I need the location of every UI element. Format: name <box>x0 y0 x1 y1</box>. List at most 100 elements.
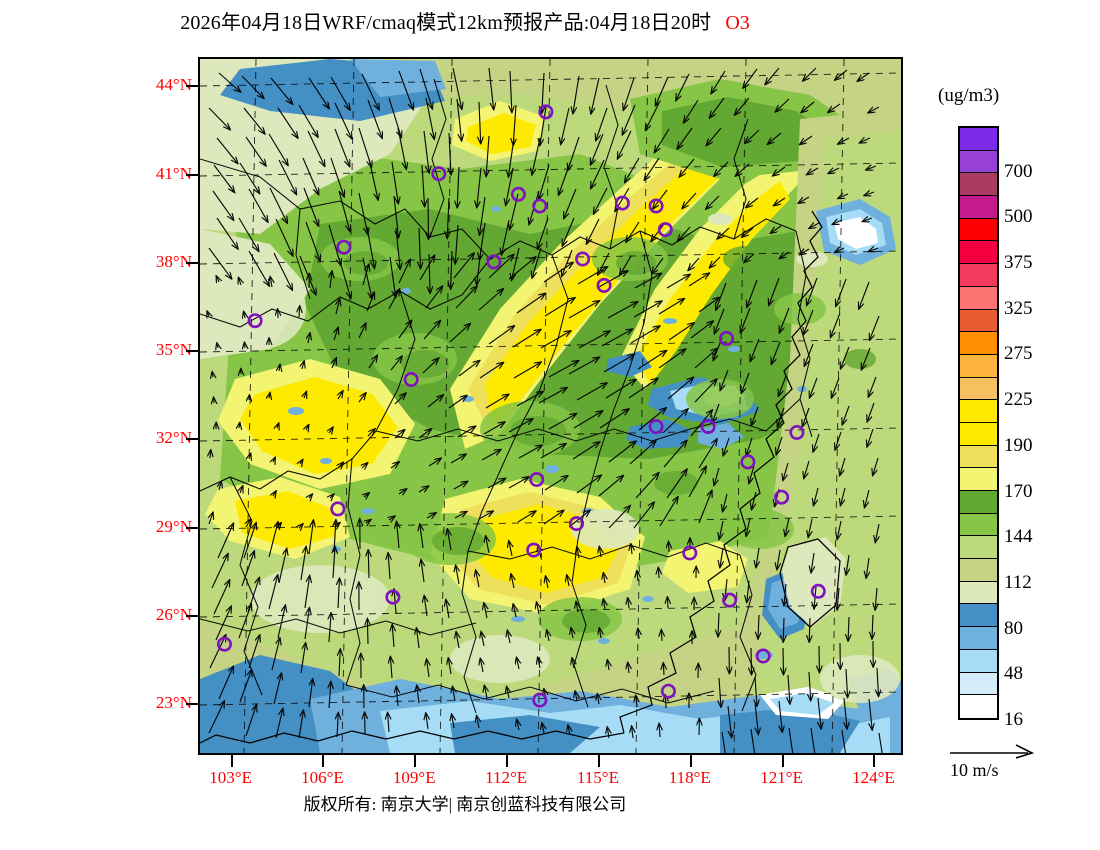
wind-vector <box>338 391 343 400</box>
y-tick-mark <box>186 173 198 176</box>
wind-vector <box>755 702 758 734</box>
wind-vector <box>478 289 503 311</box>
wind-vector <box>723 437 730 456</box>
station-marker[interactable] <box>486 254 502 270</box>
station-marker[interactable] <box>403 371 419 387</box>
wind-vector <box>418 429 431 439</box>
wind-vector <box>366 293 374 312</box>
station-marker[interactable] <box>385 589 401 605</box>
wind-vector <box>302 361 304 370</box>
wind-vector <box>832 220 843 224</box>
wind-vector <box>538 217 549 249</box>
x-tick-label: 109°E <box>392 768 436 787</box>
x-tick-mark <box>689 755 692 767</box>
map-plot-area[interactable] <box>198 57 903 755</box>
station-marker[interactable] <box>431 166 447 182</box>
colorbar-band <box>960 264 997 287</box>
station-marker[interactable] <box>510 186 526 202</box>
x-tick-label: 112°E <box>485 768 528 787</box>
station-marker[interactable] <box>700 419 716 435</box>
colorbar-band <box>960 559 997 582</box>
wind-vector <box>246 519 250 528</box>
wind-vector <box>216 276 219 282</box>
wind-vector <box>578 331 610 349</box>
wind-vector <box>788 727 794 753</box>
station-marker[interactable] <box>718 330 734 346</box>
wind-vector <box>653 189 668 209</box>
station-marker[interactable] <box>648 419 664 435</box>
wind-vector <box>698 491 712 524</box>
wind-vector <box>785 517 790 536</box>
wind-vector <box>875 523 879 542</box>
station-marker[interactable] <box>575 251 591 267</box>
wind-vector <box>746 437 753 456</box>
station-marker[interactable] <box>810 583 826 599</box>
colorbar[interactable] <box>958 126 999 720</box>
station-marker[interactable] <box>660 683 676 699</box>
station-marker[interactable] <box>596 277 612 293</box>
station-marker[interactable] <box>789 424 805 440</box>
wind-vector <box>598 271 628 288</box>
wind-vector <box>720 547 723 567</box>
wind-vector <box>329 427 333 433</box>
station-marker[interactable] <box>538 104 554 120</box>
wind-vector <box>836 278 847 306</box>
y-tick-mark <box>186 703 198 705</box>
colorbar-tick-labels: 700 500 375 325 275 225 190 170 144 112 80 48 16 <box>1004 126 1100 730</box>
wind-vector <box>338 257 351 298</box>
y-tick-label: 26°N <box>155 604 192 624</box>
station-marker[interactable] <box>682 545 698 561</box>
wind-vector <box>777 407 785 427</box>
wind-vector <box>544 298 575 317</box>
wind-vector <box>783 462 789 480</box>
wind-vector <box>428 458 441 467</box>
station-marker[interactable] <box>526 542 542 558</box>
wind-vector <box>870 315 880 340</box>
wind-vector <box>668 323 694 341</box>
station-marker[interactable] <box>657 222 673 238</box>
station-marker[interactable] <box>755 648 771 664</box>
wind-vector <box>828 103 841 112</box>
wind-vector <box>662 409 688 434</box>
station-marker[interactable] <box>216 636 232 652</box>
station-marker[interactable] <box>568 516 584 532</box>
wind-vector <box>208 247 232 279</box>
wind-vector <box>864 192 875 196</box>
wind-vector <box>568 357 599 375</box>
wind-vector <box>803 309 814 335</box>
wind-vector <box>656 76 669 106</box>
wind-vector <box>423 130 429 173</box>
wind-vector <box>865 489 870 508</box>
station-marker[interactable] <box>336 239 352 255</box>
wind-vector <box>714 467 720 485</box>
wind-vector <box>517 720 519 731</box>
station-marker[interactable] <box>330 501 346 517</box>
x-tick-label: 124°E <box>852 768 895 787</box>
wind-vector <box>844 697 847 729</box>
wind-vector <box>304 392 307 398</box>
wind-vector <box>517 511 536 523</box>
station-marker[interactable] <box>774 489 790 505</box>
wind-vector <box>666 469 687 499</box>
wind-vector <box>478 511 493 520</box>
station-marker[interactable] <box>532 198 548 214</box>
wind-vector <box>682 192 697 208</box>
station-marker[interactable] <box>247 313 263 329</box>
wind-vector <box>248 250 269 286</box>
station-marker[interactable] <box>740 454 756 470</box>
wind-vector <box>663 663 664 676</box>
wind-vector <box>209 512 213 525</box>
wind-vector <box>300 643 306 674</box>
wind-vector <box>802 407 810 427</box>
wind-vector <box>842 405 850 425</box>
wind-vector <box>245 136 266 166</box>
station-marker[interactable] <box>529 471 545 487</box>
wind-vector <box>210 450 211 459</box>
station-marker[interactable] <box>532 692 548 708</box>
station-marker[interactable] <box>614 195 630 211</box>
wind-vector <box>248 635 260 669</box>
station-marker[interactable] <box>648 198 664 214</box>
wind-vector <box>488 67 494 110</box>
station-marker[interactable] <box>722 592 738 608</box>
wind-vector <box>277 605 285 639</box>
